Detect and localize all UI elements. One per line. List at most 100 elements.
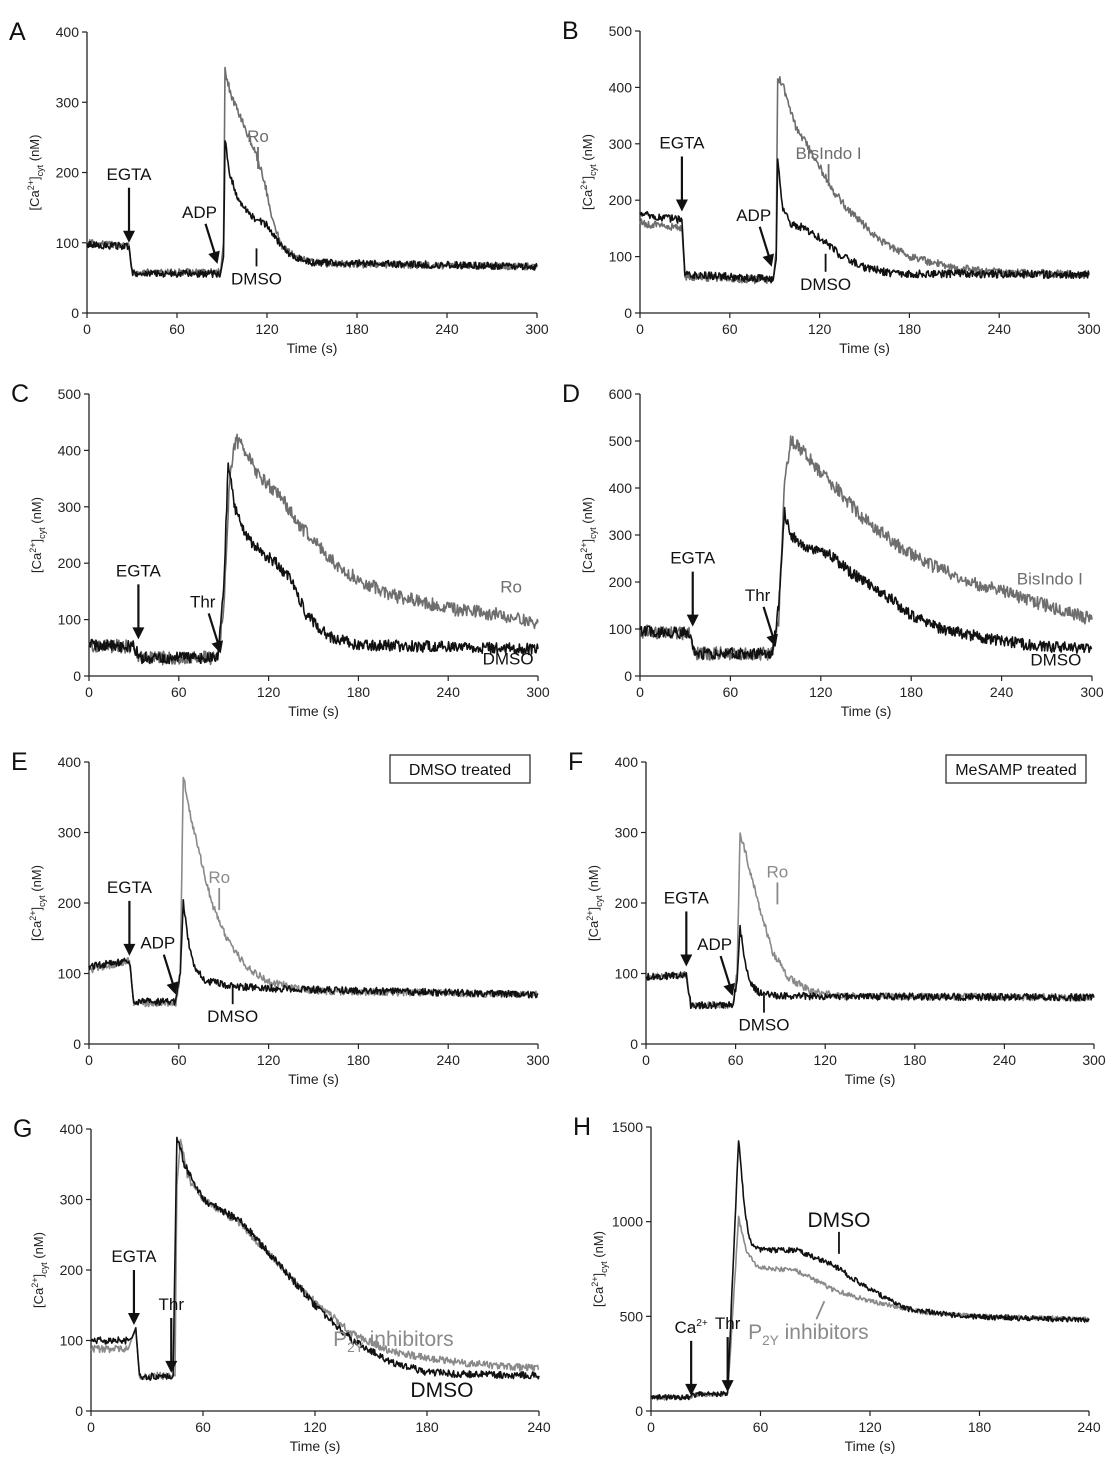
panel-a: A 0 100 200 300 400 0 60 120 180 240 300 Time (s) [Ca… xyxy=(9,18,549,356)
series-trace-2 xyxy=(645,924,1095,1010)
y-axis-label-part: cyt xyxy=(599,1261,609,1273)
annotation-label: BisIndo I xyxy=(1017,569,1083,588)
y-tick-label: 300 xyxy=(609,136,633,152)
annotation-text: EGTA xyxy=(659,133,705,152)
y-tick-label: 400 xyxy=(609,79,633,95)
y-axis-label-part: (nM) xyxy=(27,135,42,165)
x-tick-label: 300 xyxy=(1077,321,1101,337)
y-axis-label-part: [Ca xyxy=(586,920,601,941)
y-axis-label-part: 2+ xyxy=(590,1276,600,1286)
y-tick-label: 0 xyxy=(71,305,79,321)
x-tick-label: 120 xyxy=(257,684,281,700)
y-tick-label: 100 xyxy=(609,249,633,265)
y-axis-label-part: cyt xyxy=(588,527,598,539)
x-tick-label: 0 xyxy=(647,1419,655,1435)
annotation-text: DMSO xyxy=(800,275,851,294)
panel-letter: A xyxy=(9,18,26,46)
annotation-label: P2Y inhibitors xyxy=(333,1328,454,1355)
panel-letter: C xyxy=(11,380,29,408)
annotation-text: BisIndo I xyxy=(1017,569,1083,588)
x-tick-label: 300 xyxy=(525,321,549,337)
y-tick-label: 0 xyxy=(73,668,81,684)
y-axis-label-part: cyt xyxy=(35,164,45,176)
y-axis-label-part: [Ca xyxy=(31,1287,46,1308)
label-leader xyxy=(815,1300,826,1320)
arrow-head xyxy=(132,627,145,640)
annotation-label: EGTA xyxy=(664,888,710,907)
x-tick-label: 240 xyxy=(527,1419,551,1435)
annotation-text: Thr xyxy=(190,592,216,611)
annotation-label: DMSO xyxy=(807,1209,870,1232)
y-axis-label-part: 2+ xyxy=(28,542,38,552)
x-tick-label: 0 xyxy=(85,1052,93,1068)
y-tick-label: 400 xyxy=(56,24,80,40)
annotation-text: EGTA xyxy=(107,878,153,897)
y-tick-label: 500 xyxy=(609,23,633,39)
annotation-text: BisIndo I xyxy=(796,144,862,163)
x-tick-label: 0 xyxy=(636,684,644,700)
arrow-shaft xyxy=(162,954,175,987)
annotation-text: ADP xyxy=(182,203,217,222)
x-axis-label: Time (s) xyxy=(845,1438,896,1454)
y-tick-label: 300 xyxy=(609,527,633,543)
y-tick-label: 0 xyxy=(630,1036,638,1052)
x-tick-label: 240 xyxy=(437,684,461,700)
y-tick-label: 500 xyxy=(620,1308,644,1324)
series-trace-2 xyxy=(88,462,539,665)
y-tick-label: 0 xyxy=(635,1403,643,1419)
annotation-sup: 2+ xyxy=(696,1318,708,1329)
x-axis-label: Time (s) xyxy=(845,1071,896,1087)
y-axis-label: [Ca2+]cyt (nM) xyxy=(28,497,47,573)
annotation-text: Ro xyxy=(208,868,230,887)
annotation-text: DMSO xyxy=(483,650,534,669)
panel-g: G 0 100 200 300 400 0 60 120 180 240 Time (s) [Ca2+]… xyxy=(13,1115,551,1454)
series-trace-1 xyxy=(86,66,538,277)
series-trace-1 xyxy=(90,1138,540,1381)
arrow-head xyxy=(762,253,775,267)
arrow-shaft xyxy=(204,223,217,257)
y-tick-label: 0 xyxy=(624,305,632,321)
annotation-label: ADP xyxy=(182,203,217,222)
panel-d: D 0 100 200 300 400 500 600 0 60 120 180 240 300 Time … xyxy=(562,380,1104,719)
x-tick-label: 180 xyxy=(415,1419,439,1435)
arrow-shaft xyxy=(719,955,732,989)
annotation-label: BisIndo I xyxy=(796,144,862,163)
x-axis-label: Time (s) xyxy=(839,340,890,356)
treatment-label: MeSAMP treated xyxy=(955,762,1077,779)
x-tick-label: 60 xyxy=(169,321,185,337)
x-tick-label: 120 xyxy=(255,321,279,337)
annotation-label: Thr xyxy=(159,1295,185,1314)
x-axis-label: Time (s) xyxy=(841,703,892,719)
series-trace-1 xyxy=(650,1215,1090,1401)
y-tick-label: 200 xyxy=(609,574,633,590)
y-axis-label: [Ca2+]cyt (nM) xyxy=(590,1231,609,1307)
x-tick-label: 240 xyxy=(988,321,1012,337)
annotation-text: Ca xyxy=(674,1318,696,1337)
y-tick-label: 300 xyxy=(60,1192,84,1208)
x-axis-label: Time (s) xyxy=(288,1071,339,1087)
y-axis-label-part: ] xyxy=(580,176,595,180)
annotation-tail: inhibitors xyxy=(779,1321,869,1344)
annotation-label: Ro xyxy=(767,862,789,881)
y-axis-label-part: 2+ xyxy=(579,179,589,189)
annotation-text: Thr xyxy=(159,1295,185,1314)
y-tick-label: 400 xyxy=(60,1121,84,1137)
y-tick-label: 0 xyxy=(624,668,632,684)
annotation-label: Thr xyxy=(190,592,216,611)
y-axis-label-part: ] xyxy=(31,1274,46,1278)
arrow-head xyxy=(123,943,136,956)
y-axis-label: [Ca2+]cyt (nM) xyxy=(28,865,47,941)
annotation-label: DMSO xyxy=(800,275,851,294)
x-tick-label: 180 xyxy=(347,684,371,700)
annotation-text: DMSO xyxy=(807,1209,870,1232)
y-tick-label: 100 xyxy=(58,966,82,982)
x-tick-label: 60 xyxy=(171,1052,187,1068)
x-tick-label: 180 xyxy=(347,1052,371,1068)
annotation-text: Ro xyxy=(767,862,789,881)
x-tick-label: 120 xyxy=(257,1052,281,1068)
y-axis-label-part: 2+ xyxy=(28,910,38,920)
y-axis-label-part: (nM) xyxy=(29,865,44,895)
y-axis-label-part: [Ca xyxy=(29,552,44,573)
x-tick-label: 300 xyxy=(526,1052,550,1068)
annotation-label: Thr xyxy=(745,586,771,605)
